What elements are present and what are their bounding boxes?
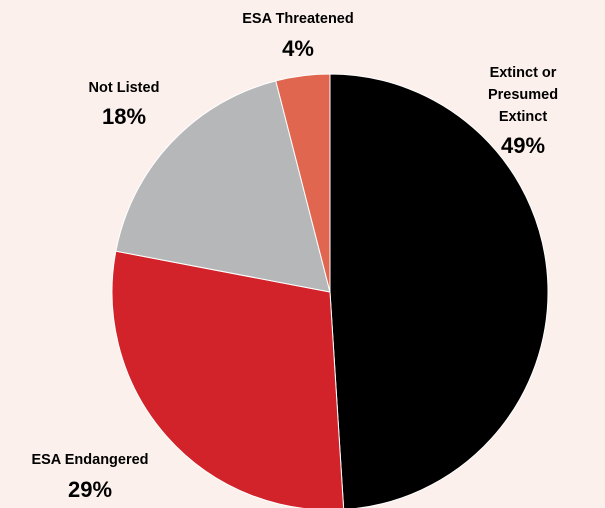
slice-pct-extinct: 49% — [500, 133, 546, 158]
slice-name-not-listed: Not Listed — [88, 80, 160, 96]
slice-name-esa-endangered: ESA Endangered — [31, 452, 149, 468]
pie-slice-esa-endangered — [111, 250, 345, 508]
slice-pct-not-listed: 18% — [101, 104, 147, 129]
slice-name-extinct-line3: Extinct — [498, 109, 548, 125]
slice-pct-esa-threatened: 4% — [282, 36, 314, 61]
pie-slice-esa-threatened — [275, 73, 331, 293]
pie-slice-extinct — [329, 73, 549, 508]
slice-name-extinct: Extinct or — [489, 65, 557, 81]
slice-name-esa-threatened: ESA Threatened — [242, 11, 354, 27]
slice-label-esa-threatened: ESA Threatened 4% — [228, 8, 368, 63]
pie-slice-not-listed — [115, 80, 331, 293]
slice-label-esa-endangered: ESA Endangered 29% — [10, 449, 170, 504]
slice-label-not-listed: Not Listed 18% — [64, 77, 184, 131]
slice-label-extinct: Extinct or Presumed Extinct 49% — [468, 62, 578, 160]
slice-pct-esa-endangered: 29% — [67, 477, 113, 502]
slice-name-extinct-line2: Presumed — [487, 87, 559, 103]
